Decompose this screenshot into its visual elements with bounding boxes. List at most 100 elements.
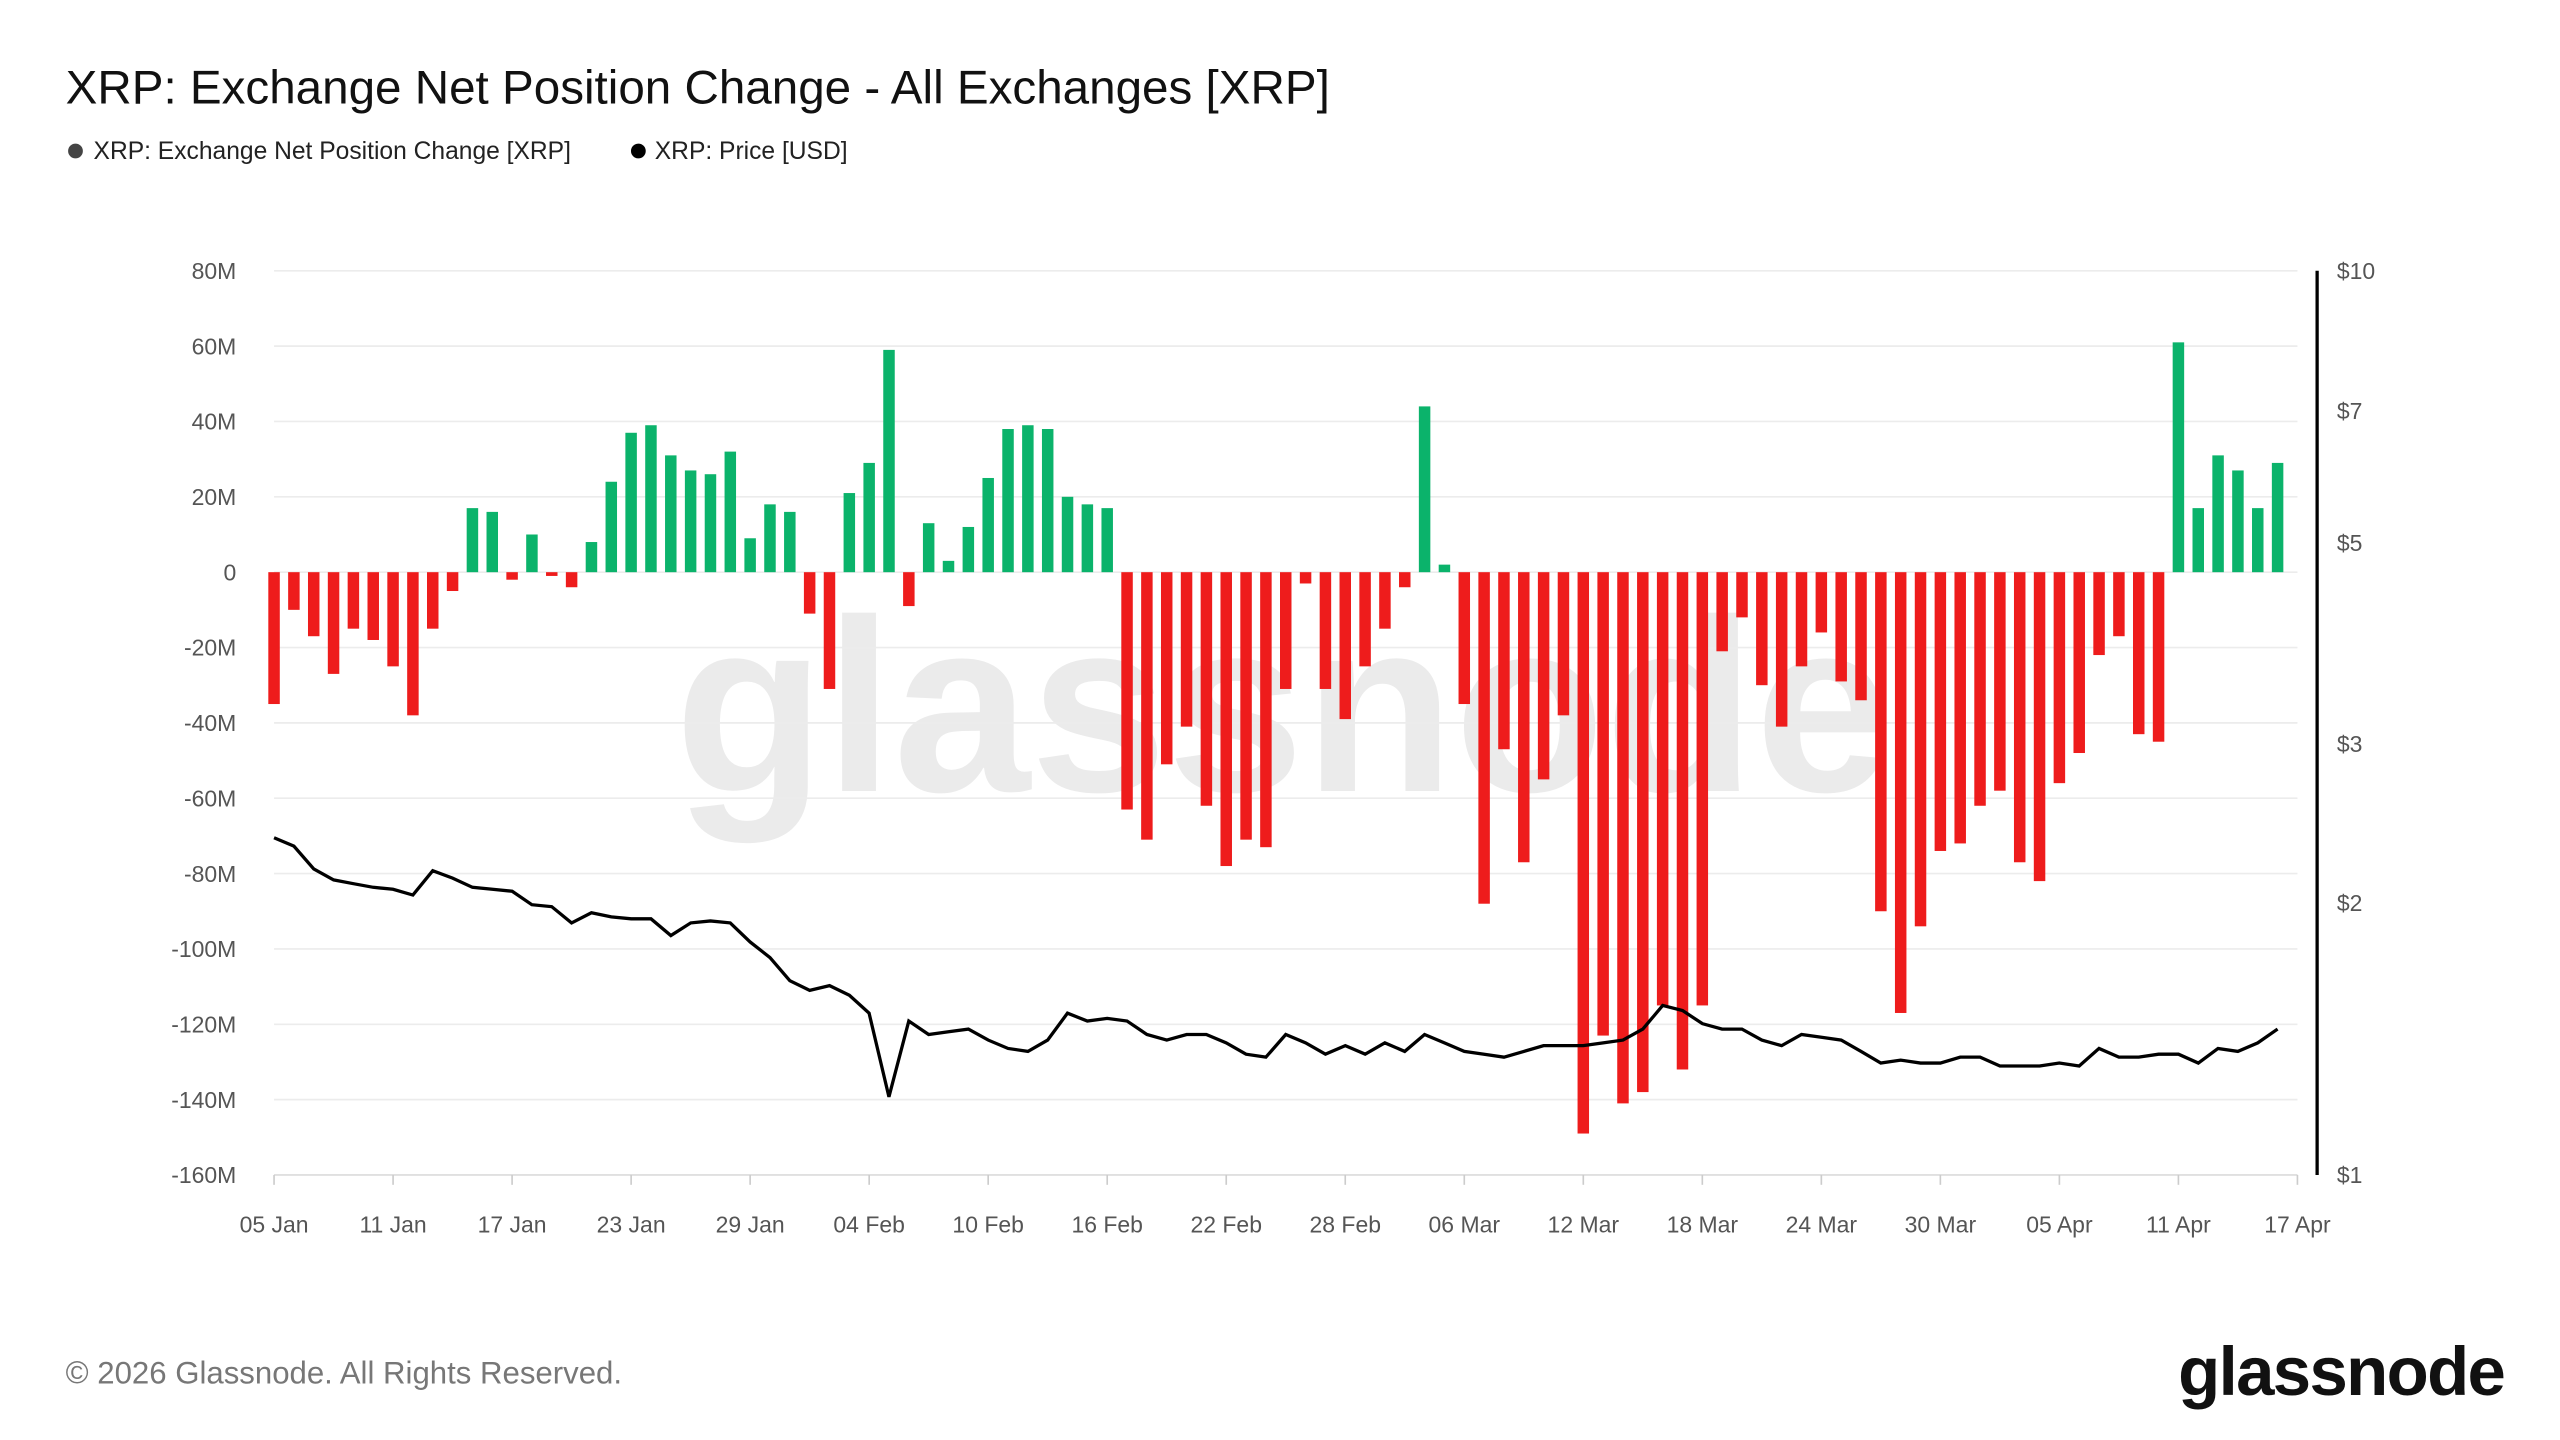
netflow-bar (883, 349, 895, 573)
netflow-bar (407, 572, 419, 716)
right-axis-tick-label: $3 (2337, 731, 2363, 757)
copyright: © 2026 Glassnode. All Rights Reserved. (66, 1355, 622, 1390)
netflow-bar (744, 538, 756, 573)
netflow-bar (1101, 508, 1113, 573)
left-axis-tick-label: -20M (184, 635, 236, 661)
x-axis-tick-label: 17 Jan (478, 1211, 547, 1237)
netflow-bar (684, 470, 697, 573)
netflow-bar (327, 572, 340, 674)
netflow-bar (1160, 572, 1173, 765)
netflow-bar (1200, 572, 1213, 806)
netflow-bar (982, 477, 994, 573)
right-axis-ticks: $10 $7 $5 $3 $2 $1 (2337, 258, 2375, 1188)
left-axis-tick-label: 40M (192, 409, 237, 435)
netflow-bar (645, 425, 657, 573)
glassnode-logo: glassnode (2178, 1333, 2504, 1410)
netflow-bar (1141, 572, 1153, 840)
netflow-bar (922, 523, 935, 573)
netflow-bar (704, 474, 717, 573)
netflow-bar (2093, 572, 2105, 656)
legend-label-price[interactable]: XRP: Price [USD] (655, 138, 848, 165)
netflow-bar (724, 451, 737, 573)
netflow-bar (1934, 572, 1947, 851)
x-axis-tick-label: 10 Feb (952, 1211, 1024, 1237)
netflow-bar (1339, 572, 1351, 720)
netflow-bar (863, 462, 875, 573)
netflow-bar (387, 572, 399, 667)
netflow-bar (1022, 425, 1034, 573)
x-axis-tick-label: 05 Jan (240, 1211, 309, 1237)
netflow-bar (1121, 572, 1133, 810)
netflow-bar (625, 432, 637, 573)
x-axis-tick-label: 06 Mar (1429, 1211, 1501, 1237)
left-axis-tick-label: 80M (192, 258, 237, 284)
netflow-bar (1855, 572, 1867, 701)
netflow-bar (506, 572, 518, 580)
netflow-bar (1498, 572, 1510, 750)
netflow-bar (307, 572, 320, 637)
legend-marker-netflow (68, 143, 83, 159)
chart-title: XRP: Exchange Net Position Change - All … (66, 61, 1330, 114)
netflow-bar (903, 572, 915, 607)
netflow-bar (1081, 504, 1094, 573)
left-axis-tick-label: -140M (171, 1087, 236, 1113)
netflow-bar (2212, 455, 2224, 573)
netflow-bar (565, 572, 578, 588)
left-axis-tick-label: -80M (184, 861, 236, 887)
netflow-bar (2073, 572, 2085, 754)
netflow-bar (823, 572, 836, 689)
netflow-bar (1875, 572, 1887, 912)
x-axis-tick-label: 17 Apr (2264, 1211, 2331, 1237)
netflow-bar (1974, 572, 1986, 806)
legend-label-netflow[interactable]: XRP: Exchange Net Position Change [XRP] (94, 138, 571, 165)
right-axis-tick-label: $5 (2337, 530, 2363, 556)
left-axis-tick-label: 0 (224, 559, 237, 585)
legend-marker-price (630, 143, 646, 159)
netflow-bar (1696, 572, 1709, 1006)
netflow-bar (962, 526, 975, 573)
netflow-bar (1835, 572, 1847, 682)
netflow-bar (2271, 462, 2284, 573)
netflow-bar (2152, 572, 2165, 742)
netflow-bar (1458, 572, 1471, 705)
netflow-bar (288, 572, 300, 610)
netflow-bar (1418, 406, 1431, 573)
netflow-bar (1438, 564, 1451, 573)
x-axis-tick-label: 12 Mar (1548, 1211, 1620, 1237)
netflow-bar (784, 511, 796, 573)
netflow-bar (1518, 572, 1530, 863)
netflow-bar (427, 572, 439, 629)
netflow-bar (2192, 508, 2204, 573)
grid (274, 269, 2298, 1176)
netflow-bar (1577, 572, 1590, 1134)
legend: XRP: Exchange Net Position Change [XRP] … (68, 138, 848, 165)
left-axis-tick-label: -100M (171, 936, 236, 962)
netflow-bar (605, 481, 618, 573)
x-axis-tick-label: 29 Jan (716, 1211, 785, 1237)
netflow-bar (2013, 572, 2026, 863)
x-axis-ticks: 05 Jan 11 Jan 17 Jan 23 Jan 29 Jan 04 Feb 10 F… (240, 1174, 2331, 1237)
netflow-bar (367, 572, 379, 640)
right-axis-tick-label: $1 (2337, 1162, 2363, 1188)
netflow-bar (1676, 572, 1689, 1070)
netflow-bar (546, 572, 558, 576)
netflow-bar (843, 493, 856, 573)
netflow-bar (2172, 342, 2185, 573)
netflow-bar (1002, 429, 1014, 573)
netflow-bar (2132, 572, 2145, 735)
netflow-bar (1795, 572, 1808, 667)
netflow-bar (1537, 572, 1550, 780)
netflow-bar (665, 455, 677, 573)
netflow-bar (1656, 572, 1669, 1006)
netflow-bar (1299, 572, 1312, 584)
netflow-bar (526, 534, 538, 573)
netflow-bar (1280, 572, 1292, 689)
x-axis-tick-label: 24 Mar (1786, 1211, 1858, 1237)
x-axis-tick-label: 23 Jan (597, 1211, 666, 1237)
price-line (273, 836, 2279, 1098)
right-axis-tick-label: $7 (2337, 398, 2363, 424)
netflow-bar (347, 572, 360, 629)
netflow-bar (2232, 470, 2244, 573)
x-axis-tick-label: 28 Feb (1309, 1211, 1381, 1237)
x-axis-tick-label: 30 Mar (1905, 1211, 1977, 1237)
